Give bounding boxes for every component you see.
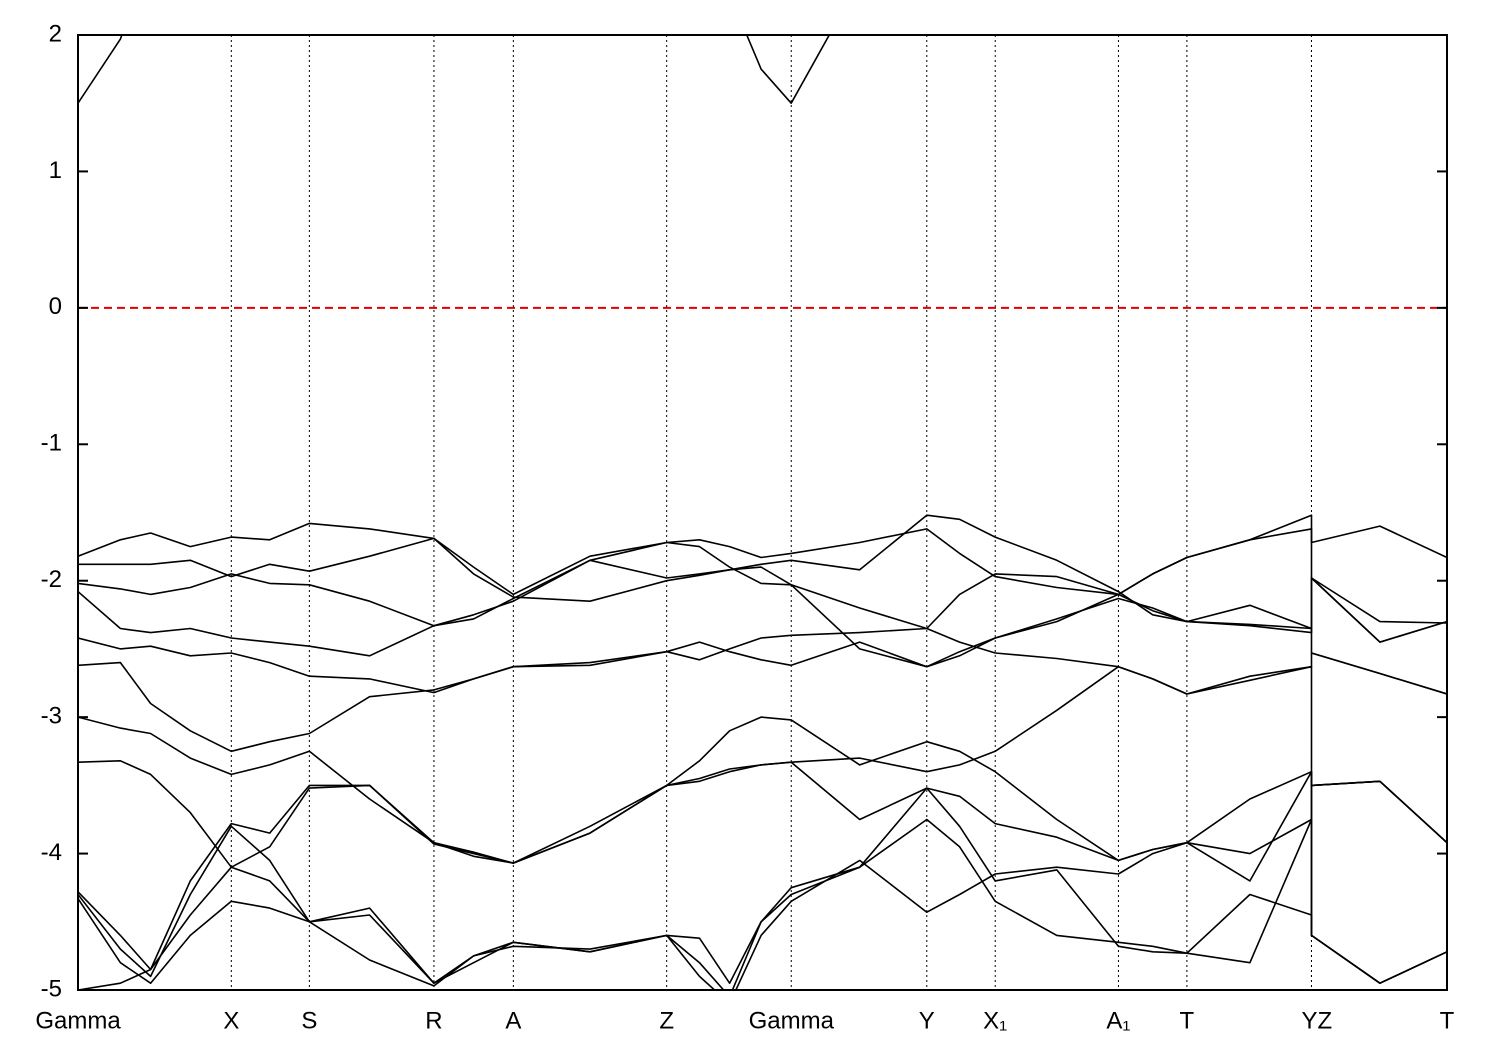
y-tick-label: -1 (41, 430, 62, 457)
band (78, 35, 123, 104)
band (78, 761, 1447, 984)
bands (78, 35, 1447, 990)
x-tick-label: Z (1317, 1007, 1332, 1034)
band (78, 787, 1447, 984)
x-tick-label: S (301, 1007, 317, 1034)
band (745, 35, 831, 104)
y-tick-label: 0 (49, 293, 62, 320)
x-tick-label: X (223, 1007, 239, 1034)
x-tick-label: T (1180, 1007, 1195, 1034)
x-tick-label: Y (919, 1007, 935, 1034)
x-tick-label: Z (659, 1007, 674, 1034)
y-tick-label: -5 (41, 975, 62, 1002)
x-tick-label: A (505, 1007, 521, 1034)
band (78, 770, 1447, 990)
x-tick-label: Gamma (35, 1007, 121, 1034)
x-tick-label: Y (1301, 1007, 1317, 1034)
plot-frame (77, 34, 1448, 991)
band (78, 780, 1447, 990)
y-tick-label: -4 (41, 839, 62, 866)
band (78, 541, 1447, 643)
x-tick-label: T (1440, 1007, 1455, 1034)
y-tick-label: -2 (41, 566, 62, 593)
x-tick-label: R (425, 1007, 442, 1034)
x-tick-label: A₁ (1106, 1007, 1130, 1034)
band (78, 597, 1447, 753)
band (78, 716, 1447, 864)
band (78, 528, 1447, 668)
x-tick-label: Gamma (749, 1007, 835, 1034)
y-tick-label: 1 (49, 157, 62, 184)
y-tick-label: -3 (41, 702, 62, 729)
band (78, 665, 1447, 868)
y-tick-label: 2 (49, 20, 62, 47)
x-tick-label: X₁ (983, 1007, 1007, 1034)
